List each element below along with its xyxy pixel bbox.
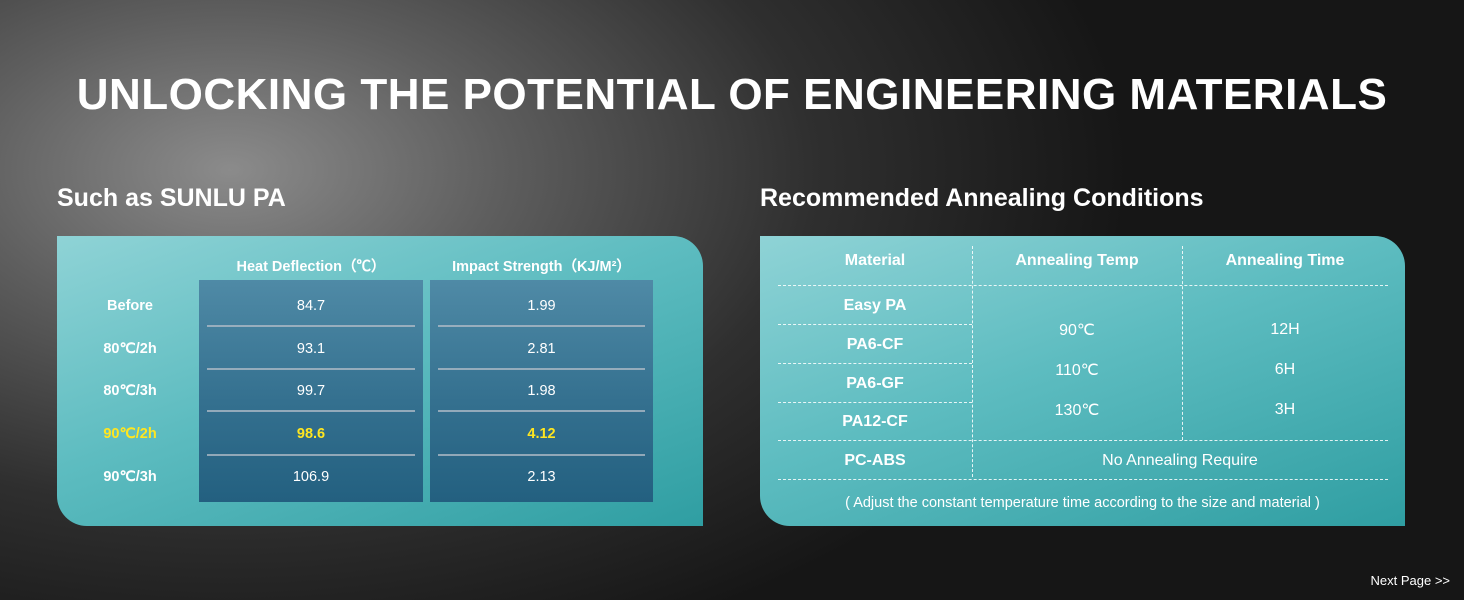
row-label-90c-3h: 90℃/3h <box>103 469 157 485</box>
row-divider <box>438 410 645 412</box>
annealing-note: ( Adjust the constant temperature time a… <box>845 495 1320 511</box>
material-header: Material <box>844 252 906 269</box>
annealing-temp-header: Annealing Temp <box>1015 252 1139 269</box>
row-divider <box>207 410 415 412</box>
annealing-temp-90c: 90℃ <box>1059 322 1095 339</box>
impact-before-value: 1.99 <box>527 298 556 314</box>
row-label-before: Before <box>107 298 153 314</box>
header-divider <box>778 285 1388 286</box>
impact-90c-3h-value: 2.13 <box>527 469 556 485</box>
annealing-temp-110c: 110℃ <box>1055 362 1099 379</box>
row-label-90c-2h: 90℃/2h <box>103 426 157 442</box>
heat-90c-3h-value: 106.9 <box>292 469 330 485</box>
annealing-time-12h: 12H <box>1270 321 1300 338</box>
page-title: UNLOCKING THE POTENTIAL OF ENGINEERING M… <box>76 70 1388 119</box>
annealing-time-3h: 3H <box>1274 401 1296 418</box>
material-easy-pa: Easy PA <box>843 297 907 314</box>
row-divider <box>207 368 415 370</box>
heat-80c-2h-value: 93.1 <box>296 341 326 357</box>
annealing-temp-130c: 130℃ <box>1054 402 1100 419</box>
impact-80c-3h-value: 1.98 <box>527 383 556 399</box>
impact-strength-header: Impact Strength（KJ/M²） <box>452 259 631 275</box>
heat-deflection-column: 84.7 93.1 99.7 98.6 106.9 <box>199 280 423 502</box>
no-annealing-text: No Annealing Require <box>1102 452 1258 469</box>
impact-80c-2h-value: 2.81 <box>527 341 556 357</box>
row-divider <box>207 325 415 327</box>
row-divider <box>778 402 972 403</box>
column-divider <box>972 246 973 477</box>
column-divider <box>1182 246 1183 440</box>
row-label-80c-2h: 80℃/2h <box>103 341 157 357</box>
table-bottom-divider <box>778 479 1388 480</box>
heat-deflection-header: Heat Deflection（℃） <box>236 259 386 275</box>
impact-strength-column: 1.99 2.81 1.98 4.12 2.13 <box>430 280 653 502</box>
left-section-title: Such as SUNLU PA <box>57 184 286 212</box>
annealing-time-6h: 6H <box>1274 361 1296 378</box>
right-section-title: Recommended Annealing Conditions <box>760 184 1204 212</box>
heat-80c-3h-value: 99.7 <box>296 383 326 399</box>
material-pa6-cf: PA6-CF <box>846 336 904 353</box>
annealing-panel <box>760 236 1405 526</box>
material-pa12-cf: PA12-CF <box>842 413 908 430</box>
annealing-time-header: Annealing Time <box>1225 252 1345 269</box>
material-pa6-gf: PA6-GF <box>846 375 904 392</box>
row-divider <box>438 368 645 370</box>
row-divider <box>438 325 645 327</box>
next-page-link[interactable]: Next Page >> <box>1370 573 1451 588</box>
row-divider <box>438 454 645 456</box>
heat-90c-2h-value: 98.6 <box>296 426 326 442</box>
row-divider <box>207 454 415 456</box>
heat-before-value: 84.7 <box>296 298 326 314</box>
row-label-80c-3h: 80℃/3h <box>103 383 157 399</box>
impact-90c-2h-value: 4.12 <box>527 426 556 442</box>
row-divider <box>778 324 972 325</box>
material-pc-abs: PC-ABS <box>844 452 906 469</box>
row-divider <box>778 440 1388 441</box>
row-divider <box>778 363 972 364</box>
